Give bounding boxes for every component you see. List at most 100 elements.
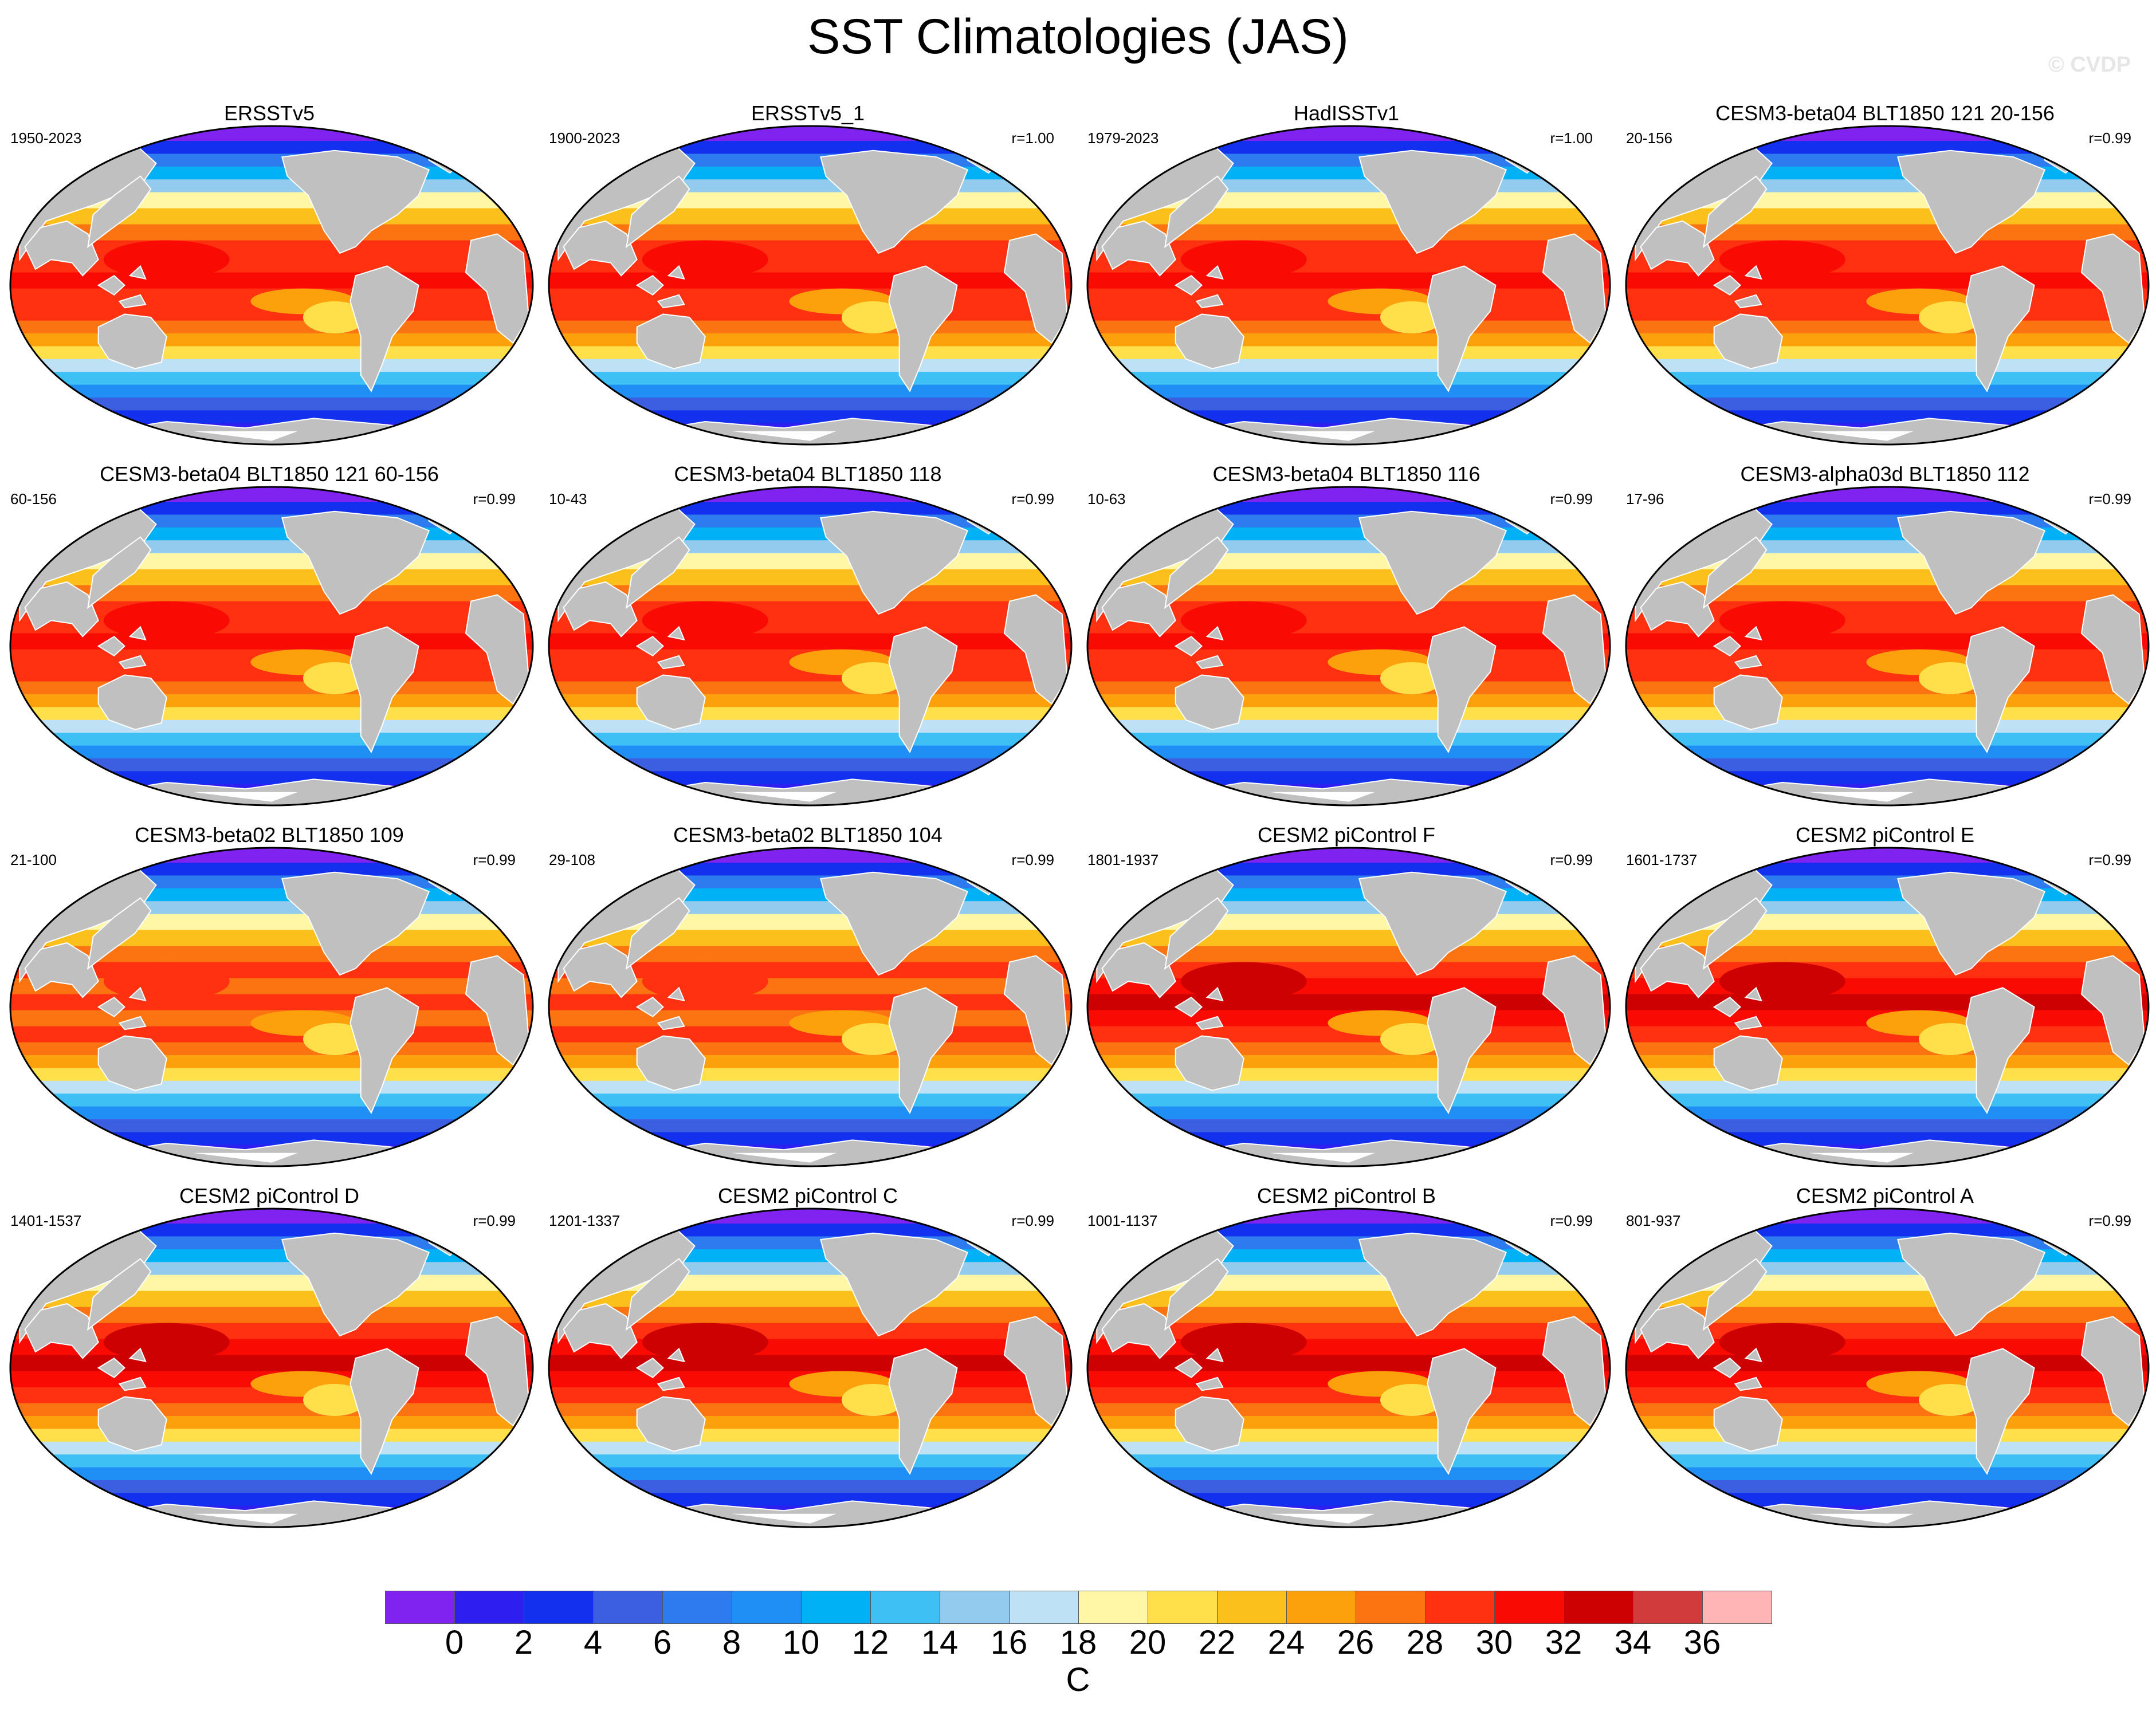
land-mass xyxy=(1101,581,1176,638)
warm-pool xyxy=(642,1323,768,1362)
colorbar-cells xyxy=(385,1591,1772,1625)
warm-pool xyxy=(103,240,230,279)
land-mass xyxy=(1734,1376,1762,1391)
sst-band xyxy=(549,1080,1071,1095)
panel-period-label: 29-108 xyxy=(549,851,595,868)
sea-ice xyxy=(193,1152,298,1163)
map-panel: CESM3-beta04 BLT1850 121 60-156 60-156 r=0… xyxy=(0,458,539,819)
sea-ice xyxy=(1808,1152,1914,1163)
sst-band xyxy=(1087,633,1610,650)
sst-band xyxy=(1626,848,2149,863)
land-mass xyxy=(1965,265,2035,392)
land-mass xyxy=(888,265,958,392)
sst-map xyxy=(548,847,1073,1167)
sst-band xyxy=(549,410,1071,424)
land-mass xyxy=(626,536,690,609)
land-mass xyxy=(87,1258,152,1331)
colorbar-tick-label: 16 xyxy=(990,1624,1028,1661)
land-mass xyxy=(1101,1303,1176,1359)
sst-band xyxy=(1626,410,2149,424)
land-mass xyxy=(1897,510,2046,615)
sst-band xyxy=(10,208,533,225)
land-mass xyxy=(1427,265,1497,392)
colorbar-cell xyxy=(1494,1591,1564,1624)
land-mass xyxy=(1734,655,1762,670)
colorbar-tick-label: 36 xyxy=(1683,1624,1721,1661)
land-mass xyxy=(97,635,125,657)
sst-band xyxy=(549,1429,1071,1442)
sst-band xyxy=(1626,1119,2149,1133)
sst-band xyxy=(10,758,533,772)
sst-band xyxy=(10,1291,533,1308)
land-mass xyxy=(563,581,638,638)
map-panel: CESM3-alpha03d BLT1850 112 17-96 r=0.99 xyxy=(1616,458,2154,819)
colorbar-cell xyxy=(1425,1591,1495,1624)
land-mass xyxy=(1744,986,1762,1002)
sst-band xyxy=(10,733,533,746)
land-mass xyxy=(563,942,638,998)
figure-title: SST Climatologies (JAS) xyxy=(807,9,1349,64)
sst-band xyxy=(1626,1493,2149,1506)
sst-band xyxy=(1087,1493,1610,1506)
land-mass xyxy=(1897,1232,2046,1337)
sst-band xyxy=(1626,320,2149,334)
land-mass xyxy=(1897,871,2046,976)
panel-period-label: 801-937 xyxy=(1626,1212,1681,1229)
sst-band xyxy=(1626,758,2149,772)
sst-band xyxy=(549,487,1071,502)
colorbar-cell xyxy=(1009,1591,1079,1624)
sst-band xyxy=(549,346,1071,360)
map-outline xyxy=(548,486,1073,807)
panel-title: ERSSTv5_1 xyxy=(751,101,865,125)
sst-map xyxy=(1086,486,1611,807)
colorbar-cell xyxy=(801,1591,871,1624)
panel-title: CESM3-beta04 BLT1850 121 60-156 xyxy=(100,462,439,486)
sst-band xyxy=(10,694,533,708)
sst-band xyxy=(549,372,1071,386)
land-mass xyxy=(626,897,690,970)
sst-band xyxy=(1626,745,2149,759)
sst-band xyxy=(1626,514,2149,528)
sst-band xyxy=(1626,1416,2149,1430)
land-mass xyxy=(1195,1016,1224,1030)
cold-upwelling xyxy=(303,662,366,694)
land-mass xyxy=(1640,581,1715,638)
sea-ice xyxy=(731,1152,837,1163)
sst-band xyxy=(549,848,1071,863)
land-mass xyxy=(1205,626,1224,641)
land-mass xyxy=(97,674,167,730)
sst-map xyxy=(9,125,534,446)
land-mass xyxy=(1713,1396,1783,1452)
sst-band xyxy=(10,1416,533,1430)
panel-period-label: 1950-2023 xyxy=(10,129,82,147)
colorbar xyxy=(385,1591,1772,1625)
sst-band xyxy=(1626,1467,2149,1481)
land-mass xyxy=(1164,175,1229,249)
colorbar-cell xyxy=(524,1591,594,1624)
panel-correlation-label: r=0.99 xyxy=(1011,1212,1054,1229)
colorbar-tick-label: 14 xyxy=(921,1624,959,1661)
sst-map xyxy=(1625,125,2150,446)
land-mass xyxy=(1640,942,1715,998)
cold-upwelling xyxy=(841,301,905,333)
land-mass xyxy=(118,294,147,309)
sst-map xyxy=(1625,486,2150,807)
map-panel: CESM3-beta02 BLT1850 104 29-108 r=0.99 xyxy=(539,819,1077,1180)
sst-band xyxy=(549,1416,1071,1430)
sst-band xyxy=(1087,272,1610,289)
panel-correlation-label: r=0.99 xyxy=(473,490,516,508)
sst-band xyxy=(549,962,1071,979)
map-panel: CESM3-beta04 BLT1850 116 10-63 r=0.99 xyxy=(1077,458,1616,819)
sst-map xyxy=(9,847,534,1167)
map-outline xyxy=(548,125,1073,446)
sst-band xyxy=(1626,681,2149,695)
sst-band xyxy=(1087,372,1610,386)
sst-band xyxy=(1087,758,1610,772)
land-mass xyxy=(635,1357,664,1379)
sst-band xyxy=(10,875,533,889)
sst-band xyxy=(1626,208,2149,225)
cold-upwelling xyxy=(1380,662,1443,694)
sst-band xyxy=(10,346,533,360)
land-mass xyxy=(97,1396,167,1452)
sst-band xyxy=(1087,681,1610,695)
